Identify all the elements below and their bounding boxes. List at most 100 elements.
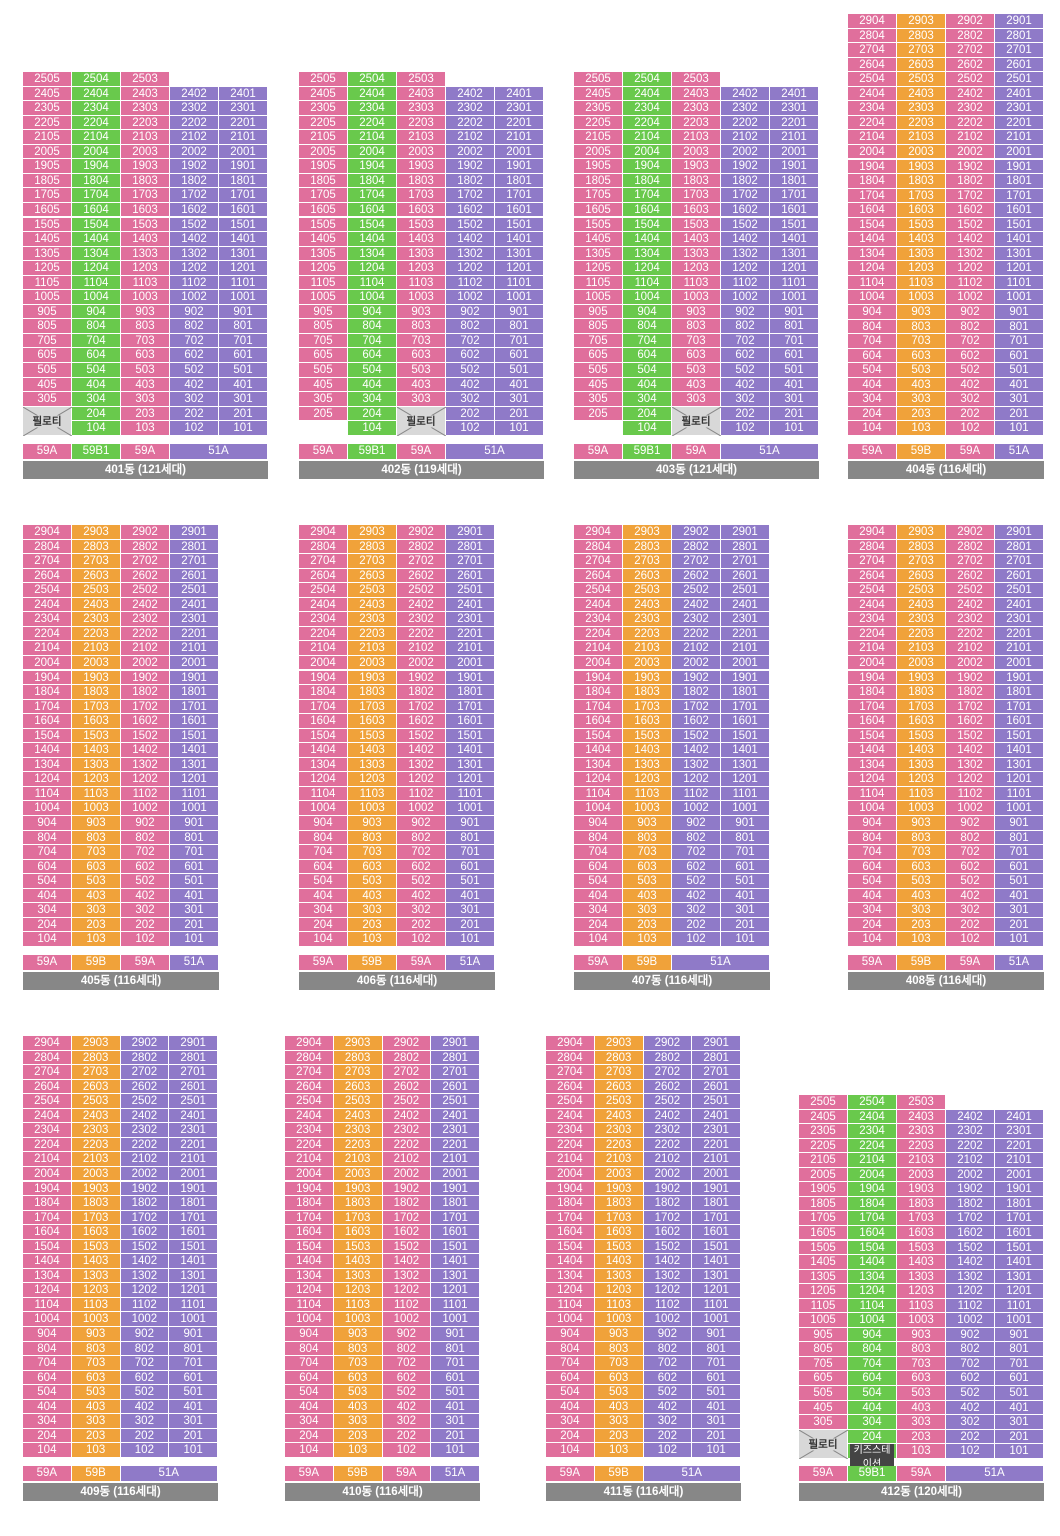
unit-cell: 2803: [348, 539, 397, 555]
unit-cell: 801: [721, 830, 770, 846]
unit-cell: 602: [721, 348, 770, 363]
unit-cell: 1802: [397, 685, 446, 700]
unit-cell: 805: [23, 319, 72, 334]
unit-cell: 1102: [672, 786, 721, 802]
unit-cell: 203: [333, 1428, 383, 1444]
unit-cell: 1901: [495, 159, 544, 174]
unit-cell: 902: [643, 1327, 693, 1342]
unit-cell: 2901: [446, 525, 495, 540]
unit-cell: 1803: [348, 685, 397, 700]
unit-cell: 1103: [71, 1297, 121, 1313]
unit-cell: 501: [495, 363, 544, 378]
unit-cell: 1101: [995, 786, 1044, 802]
unit-type-label: 59A: [946, 444, 995, 459]
unit-cell: 2002: [672, 655, 721, 671]
unit-cell: 1604: [348, 202, 397, 218]
unit-cell: 605: [23, 348, 72, 363]
unit-cell: 402: [946, 1400, 995, 1416]
unit-cell: 1304: [848, 246, 897, 262]
unit-cell: 2101: [495, 130, 544, 145]
unit-cell: 804: [546, 1341, 595, 1357]
unit-cell: 1604: [23, 1225, 72, 1240]
unit-cell: 2204: [285, 1137, 334, 1153]
unit-cell: 103: [71, 1443, 121, 1458]
unit-cell: 2504: [623, 72, 672, 87]
unit-cell: 2704: [23, 554, 72, 569]
unit-cell: 502: [397, 874, 446, 889]
unit-cell: 1301: [995, 757, 1044, 773]
unit-cell: 2003: [333, 1166, 383, 1182]
unit-cell: 801: [431, 1341, 480, 1357]
unit-cell: 2803: [333, 1050, 383, 1066]
unit-cell: 1804: [848, 685, 897, 700]
unit-cell: 1703: [333, 1210, 383, 1226]
unit-cell: 2405: [574, 86, 623, 102]
unit-cell: 1403: [897, 743, 946, 758]
unit-cell: 204: [285, 1428, 334, 1444]
unit-cell: 2401: [219, 86, 268, 102]
unit-cell: 2403: [121, 86, 170, 102]
unit-cell: 2504: [848, 583, 897, 598]
unit-cell: 204: [546, 1428, 595, 1444]
unit-cell: 201: [170, 917, 219, 933]
unit-cell: 702: [170, 333, 219, 349]
unit-cell: 1803: [672, 173, 721, 189]
unit-cell: 301: [995, 392, 1044, 407]
unit-cell: 1203: [594, 1283, 644, 1298]
unit-cell: 1403: [397, 232, 446, 247]
unit-cell: 2404: [623, 86, 672, 102]
unit-cell: 1402: [382, 1254, 432, 1269]
unit-cell: 1703: [397, 188, 446, 203]
unit-cell: 1302: [672, 757, 721, 773]
unit-cell: 403: [672, 377, 721, 393]
unit-cell: 902: [946, 1327, 995, 1343]
unit-cell: 2503: [397, 72, 446, 87]
unit-cell: 2204: [848, 1138, 897, 1154]
unit-cell: 201: [431, 1428, 480, 1444]
unit-cell: 1502: [121, 728, 170, 744]
unit-cell: 2902: [120, 1036, 170, 1051]
unit-cell: 2104: [348, 130, 397, 145]
unit-type-label: 59A: [23, 1466, 72, 1481]
unit-cell: 1602: [946, 714, 995, 729]
unit-cell: 1102: [946, 275, 995, 291]
unit-cell: 2903: [897, 14, 946, 29]
unit-cell: 602: [121, 859, 170, 875]
unit-cell: 903: [897, 816, 946, 831]
unit-cell: 1401: [495, 232, 544, 247]
unit-cell: 2201: [219, 115, 268, 131]
unit-cell: 904: [623, 304, 672, 320]
unit-cell: 1101: [692, 1297, 741, 1313]
unit-cell: 1302: [946, 246, 995, 262]
unit-cell: 2404: [848, 86, 897, 102]
unit-cell: 1201: [721, 772, 770, 787]
unit-cell: 201: [995, 406, 1044, 422]
unit-cell: 2603: [333, 1079, 383, 1095]
unit-cell: 1704: [848, 699, 897, 715]
unit-cell: 2602: [946, 57, 995, 73]
unit-cell: 604: [623, 348, 672, 363]
unit-cell: 805: [574, 319, 623, 334]
unit-cell: 2305: [299, 101, 348, 116]
unit-cell: 104: [72, 421, 121, 436]
unit-cell: 904: [848, 1327, 897, 1343]
unit-cell: 502: [946, 874, 995, 889]
unit-cell: 2404: [574, 597, 623, 613]
unit-cell: 2101: [169, 1152, 218, 1167]
unit-cell: 1704: [848, 188, 897, 204]
unit-cell: 2004: [848, 655, 897, 671]
unit-cell: 2302: [120, 1123, 170, 1138]
unit-cell: 503: [71, 1385, 121, 1400]
unit-cell: 504: [848, 874, 897, 889]
unit-cell: 1303: [594, 1268, 644, 1284]
unit-cell: 1104: [623, 275, 672, 291]
unit-cell: 2302: [946, 101, 995, 116]
unit-cell: 503: [897, 874, 946, 889]
unit-cell: 2004: [285, 1166, 334, 1182]
unit-cell: 801: [495, 319, 544, 334]
unit-cell: 403: [594, 1399, 644, 1415]
unit-cell: 1804: [848, 174, 897, 189]
unit-cell: 1605: [799, 1225, 848, 1241]
unit-cell: 601: [770, 348, 819, 363]
unit-cell: 1403: [623, 743, 672, 758]
